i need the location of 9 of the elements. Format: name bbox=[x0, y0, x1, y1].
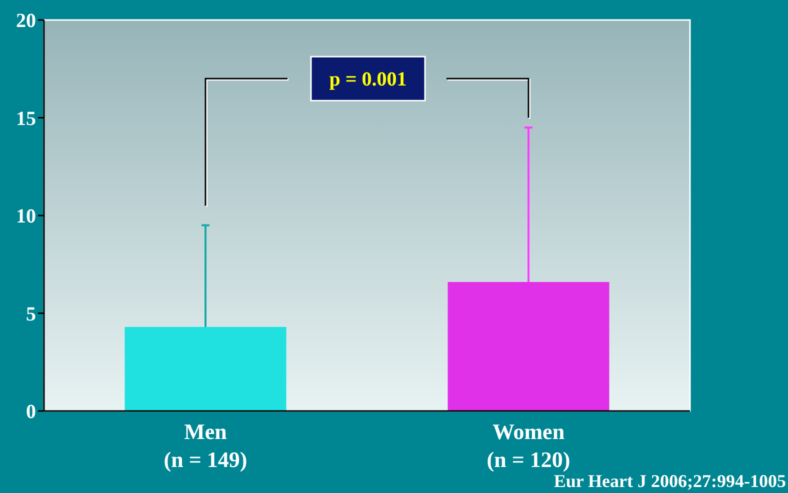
y-tick-label: 10 bbox=[16, 206, 36, 228]
annotation: p = 0.001 bbox=[329, 68, 407, 91]
y-tick-label: 20 bbox=[16, 10, 36, 32]
x-tick-label: Men (n = 149) bbox=[164, 419, 248, 472]
x-tick-label: Women (n = 120) bbox=[486, 419, 570, 472]
y-tick-label: 15 bbox=[16, 108, 36, 130]
y-tick-label: 0 bbox=[26, 401, 36, 423]
text: Eur Heart J 2006;27:994-1005 bbox=[554, 471, 786, 491]
y-tick-label: 5 bbox=[26, 303, 36, 326]
